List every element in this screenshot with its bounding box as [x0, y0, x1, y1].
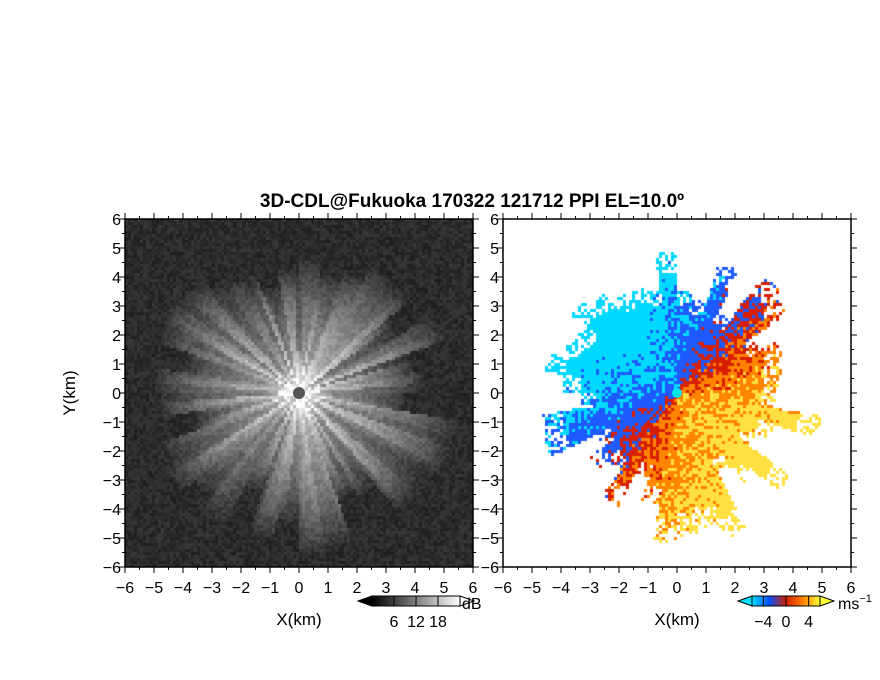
- right-x-tick-label: −2: [610, 580, 628, 597]
- left-y-tick-label: 2: [112, 328, 121, 345]
- right-x-tick-label: −6: [494, 580, 512, 597]
- right-y-tick-label: −4: [481, 502, 499, 519]
- velocity-colorbar: −4 0 4 ms−1: [736, 593, 872, 631]
- right-x-tick-label: 5: [818, 580, 827, 597]
- right-axes: −6 −5 −4 −3 −2 −1 0 1 2 3 4 5 6 −6 −5 −4 −3 −2 −1 0 1 2 3 4 5 6: [481, 212, 857, 597]
- left-x-tick-label: 5: [440, 580, 449, 597]
- right-x-tick-label: 4: [789, 580, 798, 597]
- right-colorbar-high-arrow: [819, 595, 836, 607]
- right-y-tick-label: 0: [490, 386, 499, 403]
- right-colorbar-tick-label: 4: [804, 614, 813, 631]
- right-y-tick-label: 2: [490, 328, 499, 345]
- left-x-tick-label: −6: [116, 580, 134, 597]
- right-y-tick-label: −1: [481, 415, 499, 432]
- left-colorbar-tick-label: 18: [429, 614, 447, 631]
- left-colorbar-low-arrow: [356, 595, 373, 607]
- left-y-tick-label: 6: [112, 212, 121, 229]
- left-colorbar-high-arrow: [459, 595, 476, 607]
- left-colorbar-tick-label: 12: [407, 614, 425, 631]
- right-y-tick-label: −2: [481, 444, 499, 461]
- left-y-tick-label: 1: [112, 357, 121, 374]
- left-y-tick-label: −4: [103, 502, 121, 519]
- left-colorbar-unit: dB: [462, 596, 482, 613]
- left-x-tick-label: 2: [353, 580, 362, 597]
- right-y-tick-label: −5: [481, 531, 499, 548]
- left-x-tick-label: 1: [324, 580, 333, 597]
- left-x-tick-label: 4: [411, 580, 420, 597]
- right-radar-site-marker: [672, 388, 682, 398]
- reflectivity-colorbar: 6 12 18 dB: [356, 595, 482, 631]
- left-y-tick-label: −2: [103, 444, 121, 461]
- right-colorbar-tick-label: 0: [782, 614, 791, 631]
- left-x-tick-label: −3: [203, 580, 221, 597]
- left-y-tick-label: −1: [103, 415, 121, 432]
- right-x-tick-label: −1: [639, 580, 657, 597]
- right-colorbar-low-arrow: [736, 595, 753, 607]
- left-x-tick-label: −5: [145, 580, 163, 597]
- left-y-tick-label: 3: [112, 299, 121, 316]
- right-y-tick-label: 4: [490, 270, 499, 287]
- right-x-tick-label: −5: [523, 580, 541, 597]
- left-y-tick-label: 5: [112, 241, 121, 258]
- left-x-tick-label: 6: [469, 580, 478, 597]
- right-y-tick-label: 6: [490, 212, 499, 229]
- right-x-tick-label: 1: [702, 580, 711, 597]
- right-y-tick-label: 1: [490, 357, 499, 374]
- figure-title: 3D-CDL@Fukuoka 170322 121712 PPI EL=10.0…: [260, 191, 684, 212]
- right-x-axis-label: X(km): [654, 610, 699, 629]
- right-y-tick-label: −6: [481, 560, 499, 577]
- left-y-tick-label: 4: [112, 270, 121, 287]
- left-axes: −6 −5 −4 −3 −2 −1 0 1 2 3 4 5 6 −6 −5 −4 −3 −2 −1 0 1 2 3 4 5 6: [103, 212, 479, 597]
- left-x-tick-label: −2: [232, 580, 250, 597]
- left-x-tick-label: −4: [174, 580, 192, 597]
- right-y-tick-label: 3: [490, 299, 499, 316]
- left-x-tick-label: −1: [261, 580, 279, 597]
- left-y-axis-label: Y(km): [60, 370, 79, 415]
- right-x-tick-label: −4: [552, 580, 570, 597]
- left-x-tick-label: 3: [382, 580, 391, 597]
- right-x-tick-label: 0: [673, 580, 682, 597]
- right-y-tick-label: −3: [481, 473, 499, 490]
- right-y-tick-label: 5: [490, 241, 499, 258]
- left-y-tick-label: 0: [112, 386, 121, 403]
- left-y-tick-label: −5: [103, 531, 121, 548]
- left-x-tick-label: 0: [295, 580, 304, 597]
- left-radar-site-marker: [293, 387, 305, 399]
- right-x-tick-label: 2: [731, 580, 740, 597]
- right-x-tick-label: 3: [760, 580, 769, 597]
- left-y-tick-label: −6: [103, 560, 121, 577]
- left-colorbar-tick-label: 6: [390, 614, 399, 631]
- right-colorbar-unit-exponent: −1: [859, 593, 872, 605]
- right-colorbar-unit: ms−1: [838, 593, 872, 613]
- right-x-tick-label: 6: [847, 580, 856, 597]
- left-y-tick-label: −3: [103, 473, 121, 490]
- right-colorbar-tick-label: −4: [754, 614, 772, 631]
- left-x-axis-label: X(km): [276, 610, 321, 629]
- right-x-tick-label: −3: [581, 580, 599, 597]
